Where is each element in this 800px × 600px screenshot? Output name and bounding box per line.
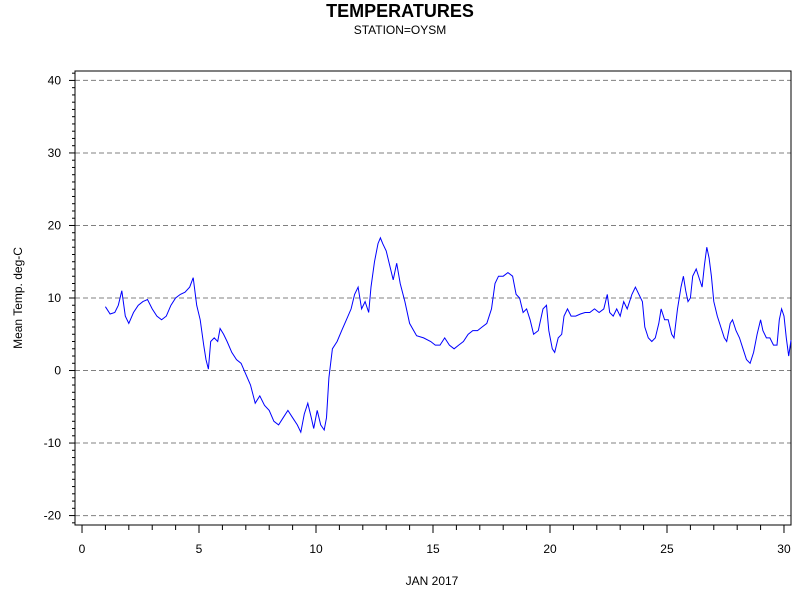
x-axis: 0 5 10 15 20 25 30 [79,525,791,556]
y-axis: -20 -10 0 10 20 30 40 [44,72,75,524]
y-tick-label: -20 [44,509,62,523]
series-line [104,236,792,434]
y-tick-label: 40 [48,73,62,87]
y-tick-label: 0 [54,364,61,378]
x-tick-label: 10 [309,542,323,556]
y-tick-label: -10 [44,436,62,450]
y-axis-label: Mean Temp. deg-C [11,247,25,349]
x-tick-label: 0 [79,542,86,556]
x-tick-label: 15 [426,542,440,556]
y-tick-label: 20 [48,218,62,232]
x-tick-label: 20 [543,542,557,556]
chart-subtitle: STATION=OYSM [353,23,447,37]
x-tick-label: 30 [777,542,791,556]
y-tick-label: 30 [48,146,62,160]
y-tick-label: 10 [48,291,62,305]
grid-lines [75,79,791,517]
x-axis-label: JAN 2017 [406,574,459,588]
x-tick-label: 5 [196,542,203,556]
chart-title: TEMPERATURES [326,1,474,21]
x-tick-label: 25 [660,542,674,556]
